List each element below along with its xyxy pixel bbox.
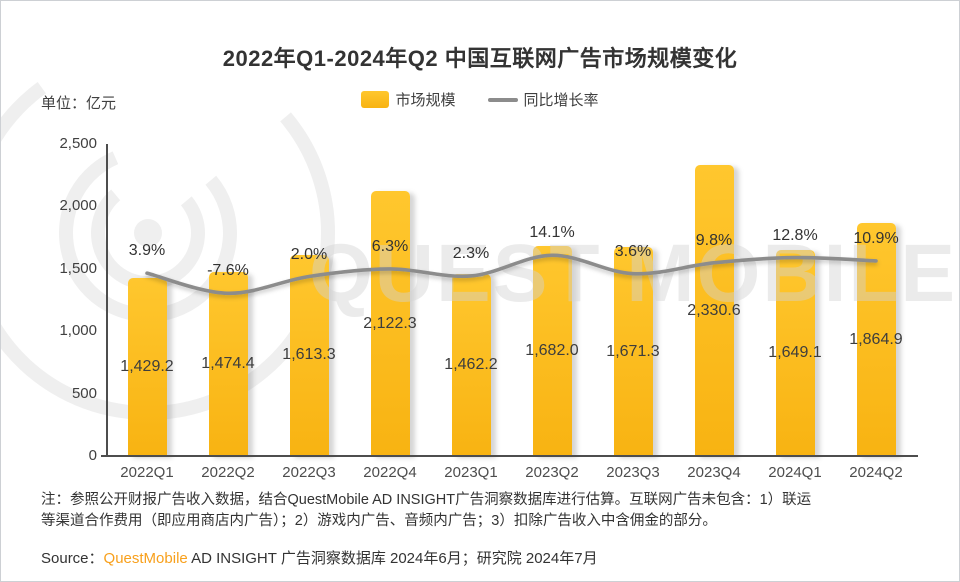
growth-rate-label: 2.0% [290, 245, 328, 263]
footnote: 注：参照公开财报广告收入数据，结合QuestMobile AD INSIGHT广… [41, 490, 929, 532]
x-axis-label-2024Q1: 2024Q1 [768, 464, 822, 481]
growth-rate-label: 3.6% [614, 242, 652, 260]
source-prefix: Source： [41, 550, 104, 567]
unit-label: 单位：亿元 [41, 95, 117, 112]
growth-rate-label: 6.3% [371, 237, 409, 255]
growth-rate-label: -7.6% [207, 262, 249, 280]
growth-rate-label: 14.1% [529, 224, 575, 242]
source-rest: AD INSIGHT 广告洞察数据库 2024年6月；研究院 2024年7月 [187, 550, 598, 567]
x-axis-label-2023Q2: 2023Q2 [525, 464, 579, 481]
chart-legend: 市场规模 同比增长率 [1, 89, 959, 110]
bar-2022Q1 [127, 277, 167, 456]
growth-rate-label: 10.9% [853, 229, 899, 247]
legend-item-market-size: 市场规模 [361, 89, 456, 110]
y-axis-tick-label: 2,500 [59, 135, 97, 152]
y-axis-tick-label: 1,000 [59, 322, 97, 340]
y-axis-tick-label: 500 [71, 384, 97, 402]
x-axis-label-2023Q3: 2023Q3 [606, 464, 660, 481]
growth-rate-line [145, 253, 878, 296]
x-axis-label-2024Q2: 2024Q2 [849, 464, 903, 481]
growth-rate-label: 3.9% [128, 242, 166, 260]
axes [101, 144, 918, 457]
bar-value-label: 2,122.3 [363, 314, 417, 332]
growth-rate-label: 2.3% [452, 244, 490, 262]
x-axis-label-2023Q1: 2023Q1 [444, 464, 498, 481]
bar-2024Q1 [775, 250, 815, 456]
bar-value-label: 1,429.2 [120, 357, 174, 375]
bar-value-label: 1,613.3 [282, 346, 336, 364]
y-axis-tick-label: 0 [88, 447, 97, 464]
bar-2022Q2 [208, 271, 248, 456]
x-axis-label-2023Q4: 2023Q4 [687, 464, 741, 481]
x-axis-label-2022Q2: 2022Q2 [201, 464, 255, 481]
bar-2022Q3 [289, 254, 329, 456]
y-axis-tick-label: 1,500 [59, 259, 97, 277]
x-axis-label-2022Q1: 2022Q1 [120, 464, 174, 481]
source-brand: QuestMobile [103, 550, 188, 567]
bar-value-label: 1,474.4 [201, 354, 255, 372]
line-series-swatch-icon [487, 97, 518, 102]
bar-value-label: 1,671.3 [606, 342, 660, 360]
footnote-line-2: 等渠道合作费用（即应用商店内广告）；2）游戏内广告、音频内广告；3）扣除广告收入… [41, 513, 717, 530]
growth-rate-label: 9.8% [695, 231, 733, 249]
bar-2023Q3 [613, 247, 653, 456]
legend-label-market-size: 市场规模 [395, 92, 456, 109]
bar-2023Q2 [532, 246, 572, 456]
x-axis-label-2022Q3: 2022Q3 [282, 464, 336, 481]
bar-value-label: 1,462.2 [444, 355, 498, 373]
bar-2022Q4 [370, 191, 410, 456]
x-axis-label-2022Q4: 2022Q4 [363, 464, 417, 481]
footnote-line-1: 注：参照公开财报广告收入数据，结合QuestMobile AD INSIGHT广… [41, 492, 812, 508]
bar-value-label: 1,649.1 [768, 344, 822, 362]
bar-value-label: 1,864.9 [849, 330, 903, 348]
legend-label-growth-rate: 同比增长率 [523, 92, 599, 109]
watermark-logo-icon [1, 46, 335, 420]
y-axis-tick-label: 2,000 [59, 197, 97, 215]
growth-rate-label: 12.8% [772, 226, 818, 244]
bar-2023Q4 [694, 165, 734, 456]
bar-value-label: 1,682.0 [525, 342, 579, 360]
bar-value-label: 2,330.6 [687, 301, 741, 319]
legend-item-growth-rate: 同比增长率 [487, 89, 599, 110]
source-line: Source：QuestMobile AD INSIGHT 广告洞察数据库 20… [41, 547, 598, 568]
bar-2023Q1 [451, 273, 491, 456]
page-title: 2022年Q1-2024年Q2 中国互联网广告市场规模变化 [222, 46, 738, 71]
bar-series-swatch-icon [361, 91, 390, 108]
